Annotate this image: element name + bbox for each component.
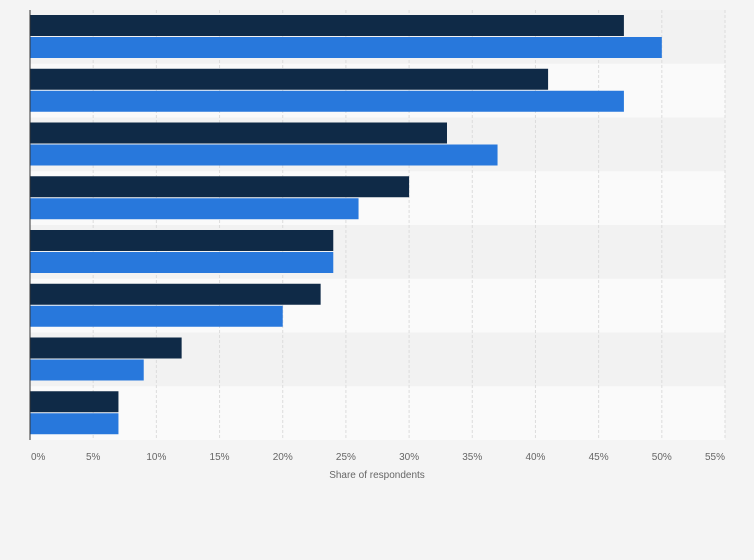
bar-series-2-item-2 [30, 90, 624, 112]
bar-series-1-item-6 [30, 283, 321, 305]
bar-series-2-item-3 [30, 144, 498, 166]
x-tick-label: 45% [589, 452, 609, 463]
x-axis-ticks: 0% 5% 10% 15% 20% 25% 30% 35% 40% 45% 50% 55% [31, 452, 725, 463]
bar-series-1-item-4 [30, 176, 410, 198]
x-tick-label: 15% [210, 452, 230, 463]
x-tick-label: 35% [462, 452, 482, 463]
bar-series-2-item-1 [30, 37, 662, 58]
x-tick-label: 30% [399, 452, 419, 463]
x-tick-label: 40% [525, 452, 545, 463]
row-band [30, 386, 725, 440]
x-tick-label: 10% [146, 452, 166, 463]
bar-series-1-item-5 [30, 230, 334, 251]
x-tick-label: 20% [273, 452, 293, 463]
x-tick-label: 55% [705, 452, 725, 463]
x-tick-label: 25% [336, 452, 356, 463]
x-axis-title: Share of respondents [329, 470, 425, 481]
bar-series-1-item-1 [30, 15, 624, 36]
bar-series-1-item-7 [30, 337, 182, 359]
bars [30, 15, 662, 435]
bar-series-2-item-7 [30, 359, 144, 381]
bar-series-1-item-3 [30, 122, 447, 144]
x-tick-label: 5% [86, 452, 101, 463]
bar-series-1-item-8 [30, 391, 119, 413]
bar-series-1-item-2 [30, 68, 549, 90]
bar-series-2-item-4 [30, 198, 359, 220]
x-tick-label: 0% [31, 452, 46, 463]
bar-series-2-item-6 [30, 305, 283, 327]
x-tick-label: 50% [652, 452, 672, 463]
bar-series-2-item-5 [30, 252, 334, 273]
bar-series-2-item-8 [30, 413, 119, 435]
